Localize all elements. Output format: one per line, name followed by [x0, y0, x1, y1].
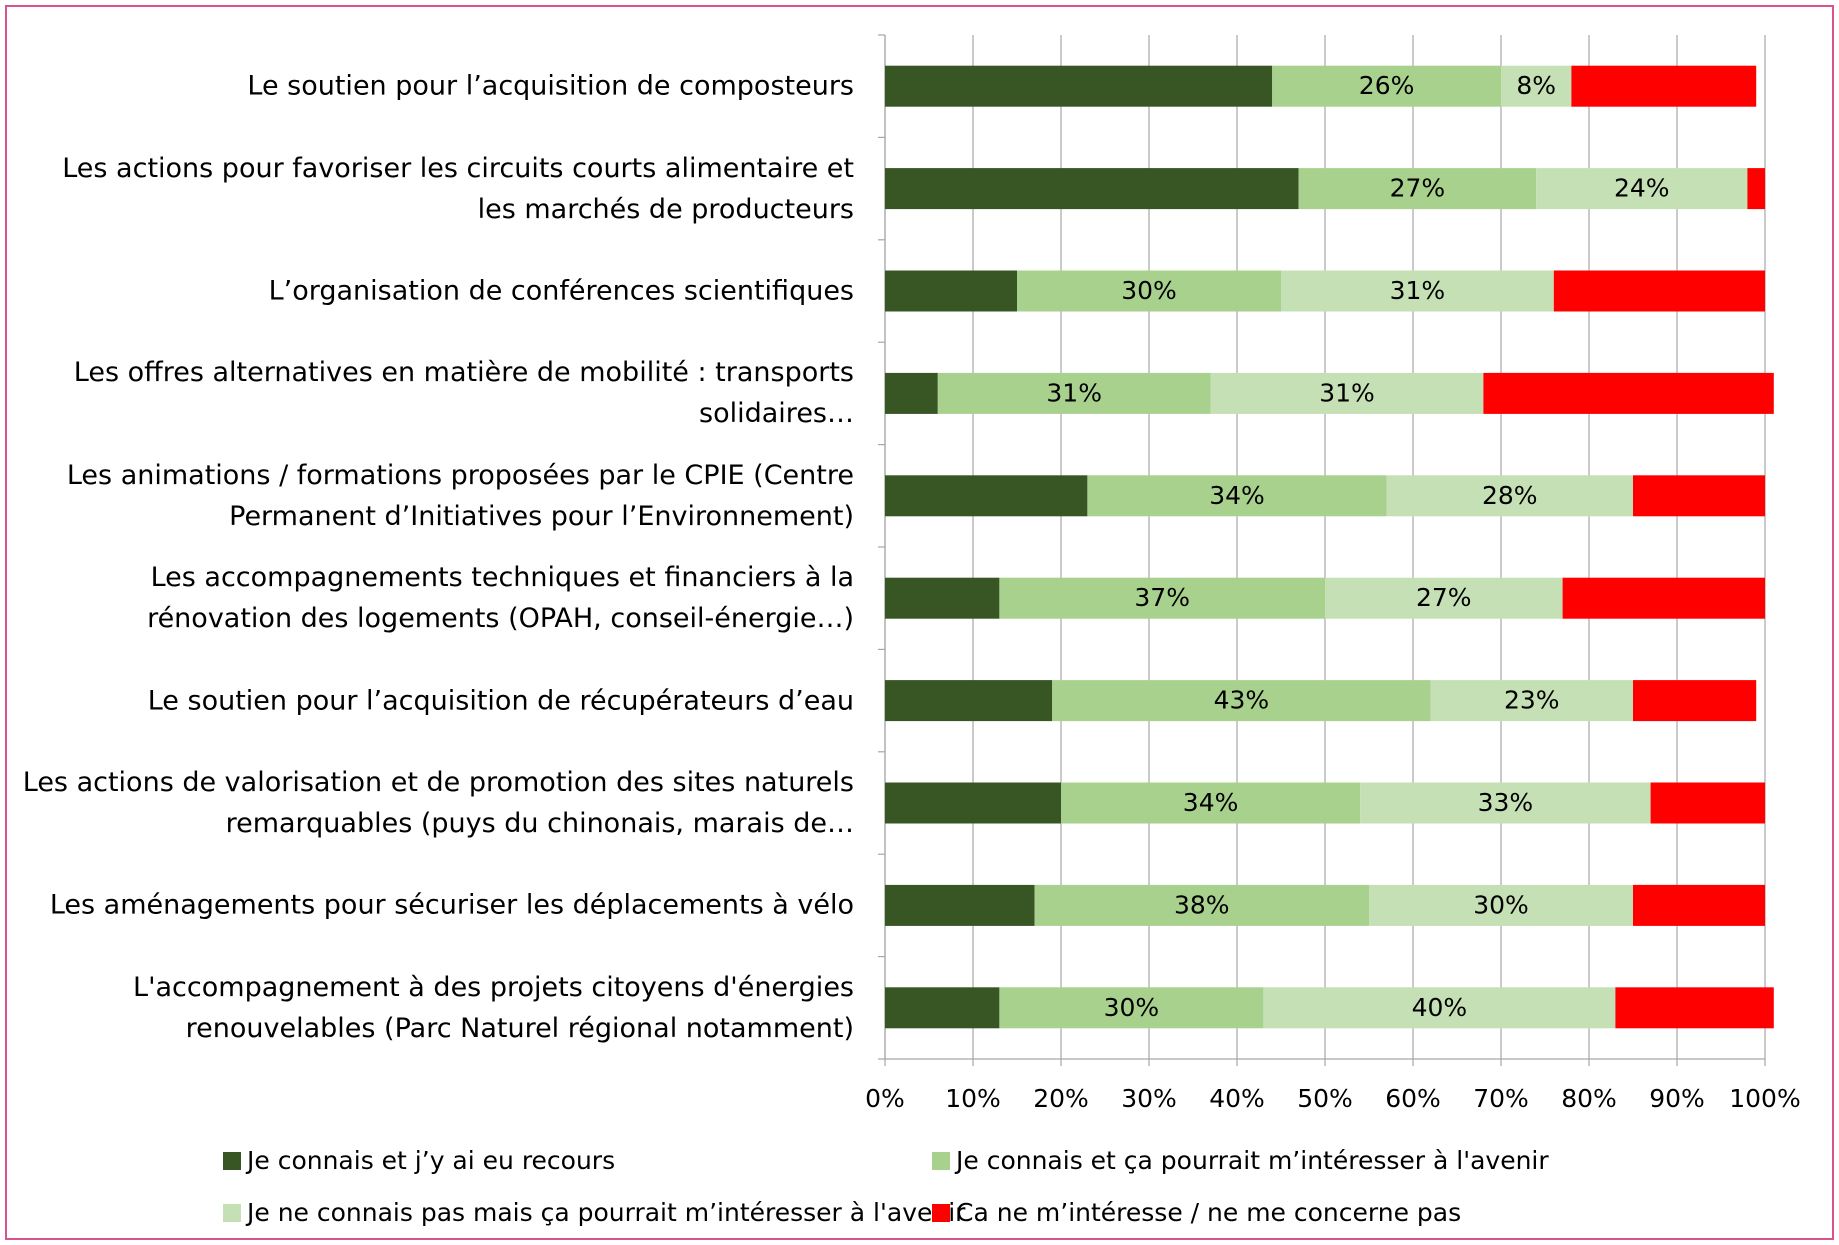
data-label: 40% [1412, 993, 1468, 1022]
data-label: 33% [1478, 788, 1534, 817]
data-label: 31% [1319, 378, 1375, 407]
bar-segment [1386, 475, 1633, 517]
bar-segment [1017, 270, 1281, 312]
data-label: 8% [1516, 71, 1556, 100]
bar-segment [1325, 577, 1563, 619]
bar-segment [1369, 884, 1633, 926]
category-label: Les actions pour favoriser les circuits … [62, 152, 854, 225]
data-label: 37% [1134, 583, 1190, 612]
bar-segment [885, 884, 1035, 926]
bar-segment [885, 577, 1000, 619]
bar-segment [1298, 168, 1537, 210]
data-label: 30% [1121, 276, 1177, 305]
data-label: 30% [1473, 890, 1529, 919]
bar-segment [1061, 782, 1361, 824]
bar-segment [1210, 372, 1484, 414]
bar-segment [885, 270, 1017, 312]
x-tick-label: 70% [1473, 1084, 1529, 1113]
bar-segment [1633, 680, 1757, 722]
data-label: 31% [1046, 378, 1102, 407]
data-label: 26% [1359, 71, 1415, 100]
category-label: L’organisation de conférences scientifiq… [268, 275, 854, 307]
data-label: 34% [1209, 481, 1265, 510]
bar-segment [885, 680, 1053, 722]
bar-segment [1087, 475, 1387, 517]
data-label: 38% [1174, 890, 1230, 919]
bar-segment [937, 372, 1211, 414]
data-label: 27% [1416, 583, 1472, 612]
x-tick-label: 100% [1729, 1084, 1800, 1113]
x-tick-label: 30% [1121, 1084, 1177, 1113]
x-tick-label: 90% [1649, 1084, 1705, 1113]
bar-segment [1633, 475, 1765, 517]
legend-label: Je connais et j’y ai eu recours [245, 1146, 615, 1175]
bar-segment [1501, 65, 1572, 107]
category-label: Les aménagements pour sécuriser les dépl… [49, 889, 854, 921]
bar-segment [1553, 270, 1765, 312]
data-label: 30% [1104, 993, 1160, 1022]
legend-swatch [932, 1204, 950, 1222]
x-tick-label: 40% [1209, 1084, 1265, 1113]
chart-border [5, 5, 1834, 1240]
bar-segment [1536, 168, 1748, 210]
legend-swatch [223, 1204, 241, 1222]
data-label: 24% [1614, 174, 1670, 203]
x-tick-label: 0% [865, 1084, 905, 1113]
bar-segment [885, 65, 1273, 107]
bar-segment [885, 475, 1088, 517]
legend-swatch [223, 1152, 241, 1170]
bar-segment [1034, 884, 1369, 926]
category-label: Les offres alternatives en matière de mo… [73, 357, 854, 430]
legend-label: Je connais et ça pourrait m’intéresser à… [954, 1146, 1549, 1175]
bar-segment [1272, 65, 1501, 107]
bar-segment [1360, 782, 1651, 824]
bar-segment [1633, 884, 1765, 926]
bar-segment [885, 987, 1000, 1029]
data-label: 27% [1390, 174, 1446, 203]
category-label: Les accompagnements techniques et financ… [147, 562, 854, 635]
x-tick-label: 20% [1033, 1084, 1089, 1113]
legend-label: Je ne connais pas mais ça pourrait m’int… [245, 1198, 966, 1227]
data-label: 31% [1390, 276, 1446, 305]
x-tick-label: 50% [1297, 1084, 1353, 1113]
category-label: Le soutien pour l’acquisition de récupér… [147, 685, 854, 717]
data-label: 34% [1183, 788, 1239, 817]
category-label: Les animations / formations proposées pa… [66, 459, 854, 532]
bar-segment [1263, 987, 1616, 1029]
data-label: 43% [1214, 686, 1270, 715]
bar-segment [885, 372, 938, 414]
bar-segment [999, 987, 1264, 1029]
bar-segment [1650, 782, 1765, 824]
category-label: Les actions de valorisation et de promot… [22, 767, 854, 839]
bar-segment [1562, 577, 1765, 619]
bar-segment [885, 782, 1061, 824]
legend-label: Ca ne m’intéresse / ne me concerne pas [956, 1198, 1461, 1227]
data-label: 28% [1482, 481, 1538, 510]
bar-segment [999, 577, 1325, 619]
x-tick-label: 60% [1385, 1084, 1441, 1113]
category-label: Le soutien pour l’acquisition de compost… [247, 70, 854, 102]
data-label: 23% [1504, 686, 1560, 715]
bar-segment [1571, 65, 1757, 107]
category-label: L'accompagnement à des projets citoyens … [133, 971, 854, 1044]
bar-segment [885, 168, 1299, 210]
bar-segment [1615, 987, 1774, 1029]
x-tick-label: 80% [1561, 1084, 1617, 1113]
bar-segment [1430, 680, 1633, 722]
x-tick-label: 10% [945, 1084, 1001, 1113]
bar-segment [1747, 168, 1765, 210]
bar-segment [1483, 372, 1774, 414]
bar-segment [1281, 270, 1554, 312]
bar-segment [1052, 680, 1431, 722]
legend-swatch [932, 1152, 950, 1170]
